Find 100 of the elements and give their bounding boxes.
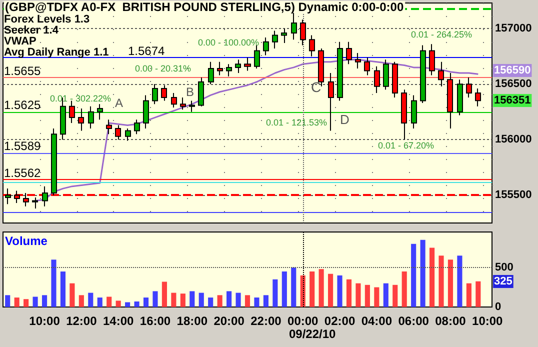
bar (476, 281, 481, 307)
candlestick (235, 59, 241, 74)
candlestick (189, 100, 195, 112)
bar (162, 282, 167, 307)
bar (448, 260, 454, 307)
bar (438, 256, 444, 307)
bar (291, 268, 296, 307)
candlestick (392, 61, 398, 98)
bar (236, 292, 241, 307)
y-tick-label: 155500 (495, 189, 532, 202)
bar (392, 284, 398, 307)
y-tick-label: 156500 (495, 78, 532, 90)
annotation: 1.5589 (4, 139, 42, 153)
candlestick (328, 72, 334, 132)
bar (171, 292, 176, 307)
bar (88, 292, 94, 307)
annotation: Avg Daily Range 1.1 (4, 46, 109, 58)
bar (106, 296, 112, 307)
candlestick (208, 61, 214, 85)
candlestick (364, 56, 370, 76)
x-tick-label: 16:00 (140, 314, 171, 328)
annotation: 0.01 - 121.53% (266, 118, 328, 128)
x-tick-label: 04:00 (361, 314, 392, 328)
bar (364, 284, 370, 307)
bar (402, 271, 407, 307)
candlestick (32, 196, 38, 210)
annotation: D (340, 112, 350, 127)
candlestick (88, 106, 94, 130)
candlestick (97, 104, 103, 120)
x-tick-label: 10:00 (29, 314, 60, 328)
candlestick (134, 119, 140, 135)
annotation: 1.5562 (4, 166, 42, 180)
bar (254, 298, 260, 307)
bar (60, 271, 66, 307)
bar (420, 240, 426, 307)
x-tick-label: 18:00 (176, 314, 208, 328)
candlestick (438, 61, 444, 87)
annotation: 0.00 - 20.31% (135, 64, 192, 74)
x-tick-label: 10:00 (472, 314, 504, 328)
candlestick (466, 76, 472, 98)
annotation: B (186, 85, 194, 99)
text: 156590 (494, 64, 531, 76)
bar (466, 283, 472, 307)
annotation: 0.01 - 264.25% (411, 30, 472, 40)
bar (217, 295, 222, 307)
x-tick-label: 14:00 (102, 314, 134, 328)
candlestick (69, 100, 75, 124)
bar (244, 295, 250, 307)
bar (282, 271, 287, 307)
chart-title: (GBP@TDFX A0-FX BRITISH POUND STERLING,5) Dynamic 0:00-0:00 (5, 0, 404, 14)
annotation: 0.01 - 67.20% (378, 140, 434, 150)
text: 325 (494, 276, 512, 288)
candlestick (106, 119, 112, 135)
candlestick (420, 44, 426, 104)
candlestick (355, 52, 361, 70)
candlestick (263, 36, 269, 56)
candlestick (78, 108, 84, 132)
candlestick (226, 64, 232, 77)
candlestick (217, 61, 223, 76)
x-tick-label: 20:00 (214, 314, 245, 328)
candlestick (475, 88, 481, 107)
y-tick-label: 500 (495, 262, 514, 274)
bar (152, 291, 158, 307)
chart-title: Volume (5, 234, 48, 248)
text: 156351 (494, 94, 531, 106)
candlestick (300, 19, 306, 46)
bar (374, 287, 380, 307)
candlestick (447, 72, 453, 130)
bar (125, 302, 130, 307)
bar (5, 295, 10, 307)
candlestick (337, 41, 343, 102)
x-tick-label: 08:00 (435, 314, 466, 328)
bar (272, 279, 278, 307)
candlestick (346, 41, 352, 65)
bar (116, 300, 121, 307)
x-tick-label: 12:00 (66, 314, 98, 328)
candlestick (383, 59, 389, 90)
bar (457, 256, 462, 307)
x-tick-label: 06:00 (398, 314, 430, 328)
annotation: Forex Levels 1.3 (4, 14, 90, 26)
text: 09/22/10 (289, 327, 336, 341)
bar (346, 279, 352, 307)
candlestick (254, 44, 260, 70)
candlestick (180, 96, 186, 110)
bar (411, 244, 416, 307)
bar (180, 294, 186, 307)
bar (337, 275, 342, 307)
bar (78, 295, 84, 307)
annotation: VWAP (4, 36, 36, 48)
bar (263, 295, 268, 307)
candlestick (401, 89, 407, 140)
bar (143, 298, 149, 307)
candlestick (198, 76, 204, 107)
bar (14, 298, 20, 307)
candlestick (429, 44, 435, 76)
candlestick (309, 34, 315, 57)
x-tick-label: 22:00 (250, 314, 282, 328)
annotation: 1.5625 (4, 98, 42, 112)
bar (134, 301, 140, 307)
candlestick (171, 92, 177, 108)
